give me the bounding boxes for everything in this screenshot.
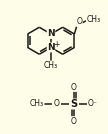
Text: N: N	[47, 43, 55, 52]
Text: S: S	[70, 99, 78, 109]
Text: O: O	[71, 116, 77, 126]
Text: N: N	[47, 29, 55, 38]
Text: +: +	[53, 40, 59, 49]
Text: CH₃: CH₃	[86, 16, 100, 25]
Text: CH₃: CH₃	[44, 61, 58, 70]
Text: CH₃: CH₃	[30, 100, 44, 109]
Text: O: O	[54, 100, 60, 109]
Text: O⁻: O⁻	[88, 100, 98, 109]
Text: O: O	[71, 83, 77, 92]
Text: O: O	[76, 18, 82, 27]
